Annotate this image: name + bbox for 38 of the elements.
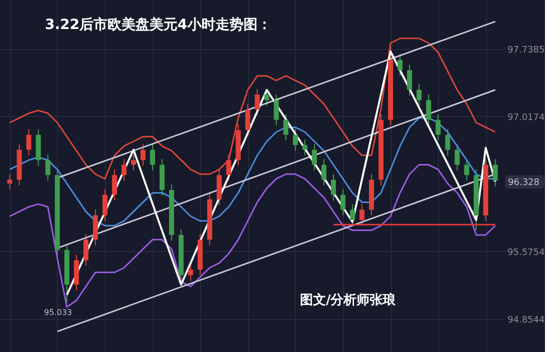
candlestick [407, 64, 412, 96]
candlestick [102, 188, 108, 222]
candlestick [7, 174, 12, 190]
candlestick [131, 154, 136, 171]
candlestick [330, 174, 336, 201]
y-tick-label: 95.5754 [508, 248, 545, 258]
y-tick-label: 94.8544 [508, 315, 545, 326]
candlestick [150, 144, 156, 171]
candlestick [45, 154, 50, 182]
annotation: 图文/分析师张琅 [300, 292, 397, 308]
candlestick [436, 114, 441, 141]
candlestick [140, 144, 146, 166]
candlestick [464, 158, 470, 182]
candlestick [188, 264, 194, 282]
candlestick [302, 138, 308, 156]
candlestick [274, 94, 279, 126]
candlestick [416, 84, 422, 106]
candlestick [121, 158, 126, 182]
candlestick [83, 234, 88, 266]
candlestick [254, 88, 260, 116]
candlestick [292, 128, 298, 152]
candlestick [445, 128, 450, 156]
text: 96.328 [508, 178, 540, 188]
annotation: 95.033 [44, 308, 72, 317]
candlestick [340, 188, 346, 216]
candlestick [492, 158, 498, 187]
line-series [9, 164, 496, 308]
text: 3.22后市欧美盘美元4小时走势图： [45, 16, 272, 33]
candlestick [312, 144, 317, 171]
candlestick [426, 94, 432, 126]
candlestick [26, 128, 32, 156]
candlestick [112, 168, 117, 201]
y-tick-label: 97.0174 [508, 112, 545, 123]
candlestick [398, 54, 403, 76]
candlestick [321, 158, 326, 186]
candlestick [454, 144, 460, 171]
y-tick-label: 97.7385 [508, 45, 545, 56]
candlestick [283, 114, 288, 141]
